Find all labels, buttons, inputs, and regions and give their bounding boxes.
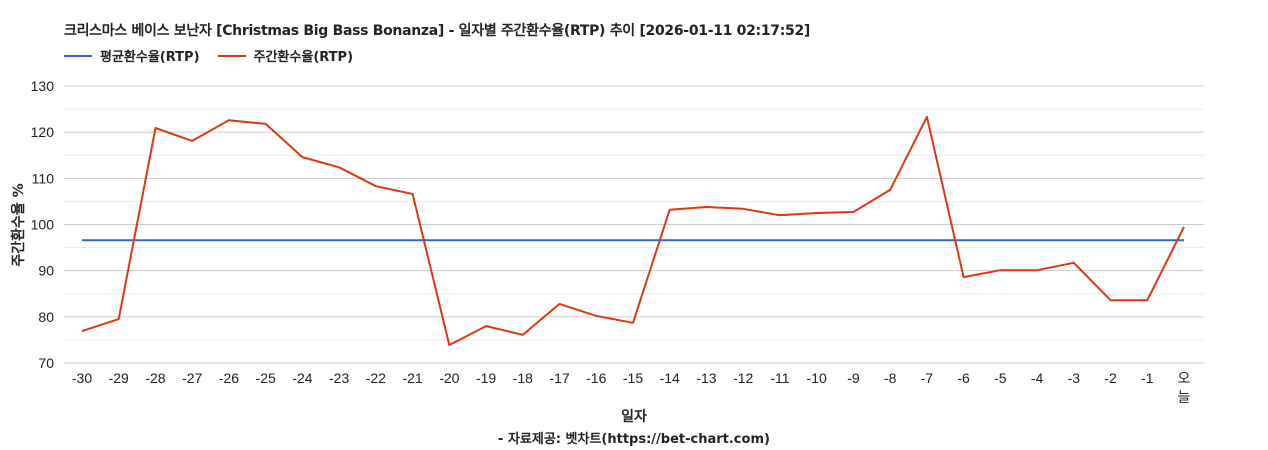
x-tick-label: -4 [1031, 370, 1044, 386]
legend-label-average: 평균환수율(RTP) [100, 50, 200, 65]
y-tick-label: 120 [31, 124, 55, 140]
x-tick-label: -7 [921, 370, 934, 386]
x-tick-label: -15 [623, 370, 643, 386]
chart-title: 크리스마스 베이스 보난자 [Christmas Big Bass Bonanz… [64, 23, 811, 39]
x-tick-label: -10 [807, 370, 827, 386]
data-source-credit: - 자료제공: 벳차트(https://bet-chart.com) [498, 432, 770, 447]
y-tick-label: 110 [32, 170, 55, 186]
x-tick-label: -1 [1141, 370, 1154, 386]
legend-swatch-weekly [217, 54, 246, 57]
x-tick-label: -21 [402, 370, 422, 386]
legend-label-weekly: 주간환수율(RTP) [253, 50, 354, 65]
x-tick-label: 오 [1178, 370, 1191, 386]
x-tick-label: 늘 [1178, 389, 1191, 405]
gridlines [64, 85, 1204, 364]
x-tick-label: -14 [660, 370, 680, 386]
y-axis-title: 주간환수율 % [11, 183, 27, 267]
x-tick-label: -29 [109, 370, 129, 386]
series-lines [81, 115, 1185, 346]
x-tick-label: -16 [586, 370, 606, 386]
y-tick-label: 80 [38, 309, 54, 325]
x-tick-label: -3 [1068, 370, 1081, 386]
x-tick-label: -26 [219, 370, 239, 386]
x-tick-label: -5 [994, 370, 1007, 386]
x-axis-ticks: -30 -29 -28 -27 -26 -25 -24 -23 -22 -21 -20 -19 -18-… [72, 370, 1191, 405]
x-tick-label: -20 [439, 370, 459, 386]
x-tick-label: -2 [1104, 370, 1117, 386]
y-axis-ticks: 70 80 90 100 110 120 130 [31, 78, 55, 371]
x-axis-title: 일자 [621, 409, 647, 425]
x-tick-label: -13 [696, 370, 716, 386]
x-tick-label: -30 [72, 370, 92, 386]
x-tick-label: -25 [256, 370, 276, 386]
x-tick-label: -24 [292, 370, 312, 386]
x-tick-label: -6 [957, 370, 970, 386]
y-tick-label: 90 [38, 263, 54, 279]
x-tick-label: -18 [513, 370, 533, 386]
legend-item-average[interactable]: 평균환수율(RTP) [64, 46, 200, 65]
x-tick-label: -11 [770, 370, 789, 386]
x-tick-label: -19 [476, 370, 496, 386]
weekly-rtp-line[interactable] [81, 115, 1185, 346]
x-tick-label: -8 [884, 370, 897, 386]
x-tick-label: -22 [366, 370, 386, 386]
x-tick-label: -9 [847, 370, 860, 386]
x-tick-label: -27 [182, 370, 202, 386]
legend-item-weekly[interactable]: 주간환수율(RTP) [217, 46, 354, 65]
x-tick-label: -17 [549, 370, 569, 386]
y-tick-label: 130 [31, 78, 55, 94]
x-tick-label: -23 [329, 370, 349, 386]
x-tick-label: -28 [145, 370, 165, 386]
y-tick-label: 100 [31, 217, 55, 233]
x-tick-label: -12 [733, 370, 753, 386]
y-tick-label: 70 [38, 355, 54, 371]
legend: 평균환수율(RTP) 주간환수율(RTP) [64, 46, 371, 65]
legend-swatch-average [64, 54, 92, 57]
